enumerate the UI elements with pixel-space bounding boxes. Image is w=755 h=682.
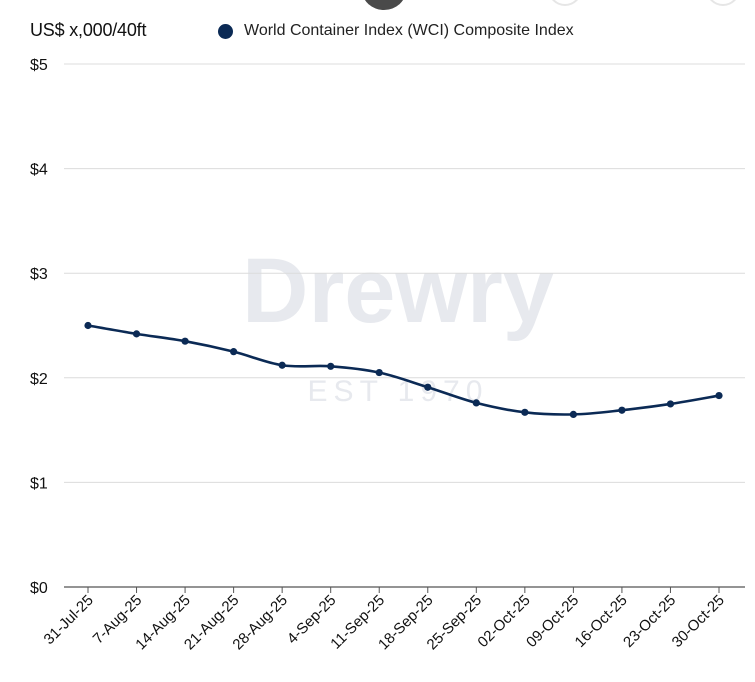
legend-marker	[218, 23, 233, 39]
y-tick-label: $5	[30, 57, 48, 74]
y-tick-label: $1	[30, 475, 48, 492]
y-tick-label: $2	[30, 371, 48, 388]
y-tick-label: $3	[30, 266, 48, 283]
data-point[interactable]	[84, 321, 92, 330]
data-point[interactable]	[569, 410, 577, 419]
data-point[interactable]	[132, 330, 141, 338]
data-point[interactable]	[424, 383, 432, 391]
data-point[interactable]	[230, 348, 238, 356]
y-tick-label: $4	[30, 162, 48, 179]
y-tick-label: $0	[30, 580, 48, 597]
watermark-est: EST 1970	[308, 375, 489, 408]
data-point[interactable]	[472, 399, 480, 407]
data-point[interactable]	[327, 362, 335, 370]
x-tick-label: 30-Oct-25	[669, 592, 728, 651]
series-line	[86, 324, 721, 416]
x-axis: 31-Jul-257-Aug-2514-Aug-2521-Aug-2528-Au…	[41, 587, 728, 653]
data-point[interactable]	[181, 337, 189, 345]
data-point[interactable]	[666, 400, 675, 408]
x-tick-label: 31-Jul-25	[41, 592, 97, 648]
y-axis: $0 $1 $2 $3 $4 $5	[30, 57, 48, 597]
data-point[interactable]	[715, 391, 723, 400]
watermark: Drewry EST 1970	[242, 240, 554, 408]
y-axis-unit-label: US$ x,000/40ft	[30, 20, 147, 40]
grid	[64, 63, 745, 588]
data-point[interactable]	[521, 408, 529, 416]
series	[84, 321, 723, 419]
data-point[interactable]	[618, 406, 626, 414]
data-point[interactable]	[278, 361, 286, 369]
legend-label: World Container Index (WCI) Composite In…	[244, 22, 574, 39]
top-circle-button[interactable]	[362, 0, 406, 10]
legend[interactable]: World Container Index (WCI) Composite In…	[218, 22, 574, 40]
data-point[interactable]	[375, 368, 383, 377]
watermark-brand: Drewry	[242, 240, 554, 342]
